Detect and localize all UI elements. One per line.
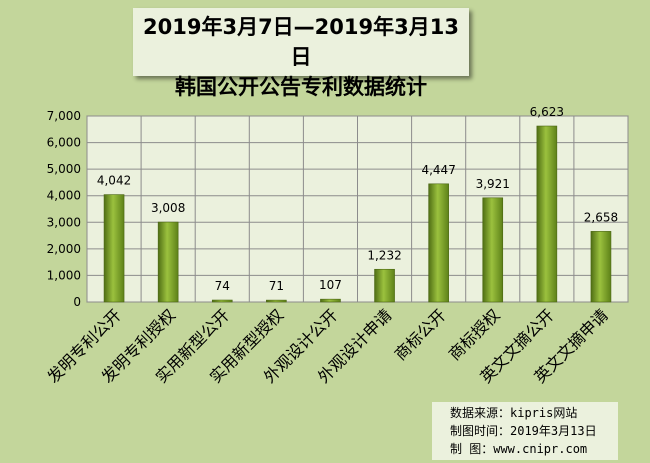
x-axis: 发明专利公开发明专利授权实用新型公开实用新型授权外观设计公开外观设计申请商标公开… (44, 305, 612, 386)
value-label: 6,623 (530, 105, 564, 119)
bar (320, 298, 341, 303)
bar (482, 197, 504, 303)
bar (428, 183, 449, 303)
y-tick-label: 4,000 (47, 189, 81, 203)
value-label: 3,008 (151, 201, 185, 215)
y-tick-label: 3,000 (47, 215, 81, 229)
bar (374, 268, 395, 303)
bar (211, 299, 233, 303)
chart-title-line1: 2019年3月7日—2019年3月13日 (143, 15, 459, 69)
value-label: 74 (215, 279, 230, 293)
source-line: 数据来源：kipris网站 (450, 406, 578, 420)
y-axis: 0 1,000 2,000 3,000 4,000 5,000 6,000 7,000 (47, 109, 81, 309)
value-label: 4,042 (97, 174, 131, 188)
value-label: 3,921 (476, 177, 510, 191)
value-label: 1,232 (367, 248, 401, 262)
bar (266, 299, 287, 303)
value-labels: 4,042 3,008 74 71 107 1,232 4,447 3,921 6,623 2,6… (97, 105, 618, 293)
y-tick-label: 1,000 (47, 268, 81, 282)
value-label: 107 (319, 278, 342, 292)
date-line: 制图时间：2019年3月13日 (450, 424, 597, 438)
value-label: 4,447 (421, 163, 455, 177)
y-tick-label: 6,000 (47, 136, 81, 150)
title-box: 2019年3月7日—2019年3月13日 韩国公开公告专利数据统计 (133, 8, 469, 99)
bar (590, 231, 612, 303)
bar (103, 194, 125, 303)
bar (536, 125, 558, 303)
source-box: 数据来源：kipris网站 制图时间：2019年3月13日 制 图：www.cn… (432, 402, 618, 460)
y-tick-label: 2,000 (47, 242, 81, 256)
author-line: 制 图：www.cnipr.com (450, 442, 588, 456)
value-label: 71 (269, 279, 284, 293)
y-tick-label: 0 (73, 295, 81, 309)
category-label: 商标公开 (391, 305, 450, 364)
value-label: 2,658 (584, 210, 618, 224)
bar (157, 221, 179, 303)
y-tick-label: 7,000 (47, 109, 81, 123)
bars (103, 125, 612, 303)
y-tick-label: 5,000 (47, 162, 81, 176)
chart-title-line2: 韩国公开公告专利数据统计 (175, 75, 427, 99)
